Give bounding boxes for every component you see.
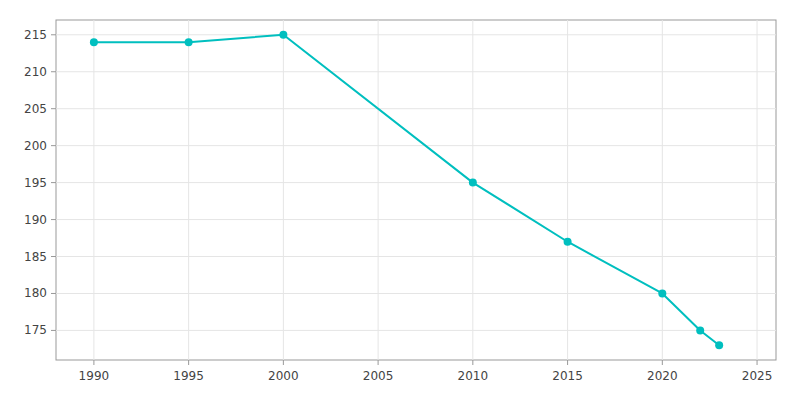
tick-x [283,360,284,365]
tick-label-x: 1995 [173,369,204,383]
grid-line-x [757,20,758,360]
grid-line-y [56,108,776,109]
tick-label-y: 180 [24,286,47,300]
grid-line-x [283,20,284,360]
tick-y [51,108,56,109]
marker [279,31,287,39]
marker [90,38,98,46]
marker [564,238,572,246]
tick-label-x: 2005 [363,369,394,383]
marker [715,341,723,349]
tick-y [51,34,56,35]
tick-label-x: 2020 [647,369,678,383]
tick-y [51,145,56,146]
tick-label-x: 1990 [79,369,110,383]
grid-line-y [56,219,776,220]
tick-label-y: 175 [24,323,47,337]
tick-x [378,360,379,365]
plot-area [90,31,723,349]
chart: 1990 1995 2000 2005 2010 2015 2020 2025 175 180 18… [0,0,800,400]
grid-line-y [56,71,776,72]
line [94,35,719,345]
grid-line-x [567,20,568,360]
grid [56,20,776,360]
tick-x [662,360,663,365]
tick-label-x: 2025 [742,369,773,383]
grid-line-x [378,20,379,360]
tick-label-y: 185 [24,250,47,264]
marker [696,326,704,334]
tick-y [51,71,56,72]
tick-label-y: 215 [24,28,47,42]
chart-container: 1990 1995 2000 2005 2010 2015 2020 2025 175 180 18… [0,0,800,400]
tick-label-y: 190 [24,213,47,227]
tick-y [51,182,56,183]
tick-label-x: 2010 [458,369,489,383]
tick-label-y: 205 [24,102,47,116]
grid-line-y [56,330,776,331]
tick-label-y: 195 [24,176,47,190]
grid-line-y [56,145,776,146]
marker [185,38,193,46]
tick-y [51,256,56,257]
grid-line-x [662,20,663,360]
marker [658,289,666,297]
tick-x [93,360,94,365]
tick-label-y: 210 [24,65,47,79]
marker [469,179,477,187]
tick-label-x: 2015 [552,369,583,383]
tick-x [188,360,189,365]
axes: 1990 1995 2000 2005 2010 2015 2020 2025 175 180 18… [24,28,772,383]
grid-line-x [188,20,189,360]
grid-line-y [56,256,776,257]
tick-x [567,360,568,365]
grid-line-y [56,182,776,183]
tick-label-y: 200 [24,139,47,153]
grid-line-x [93,20,94,360]
tick-label-x: 2000 [268,369,299,383]
tick-x [757,360,758,365]
grid-line-y [56,34,776,35]
tick-y [51,330,56,331]
grid-line-x [472,20,473,360]
plot-frame [56,20,776,360]
tick-x [472,360,473,365]
grid-line-y [56,293,776,294]
tick-y [51,219,56,220]
tick-y [51,293,56,294]
